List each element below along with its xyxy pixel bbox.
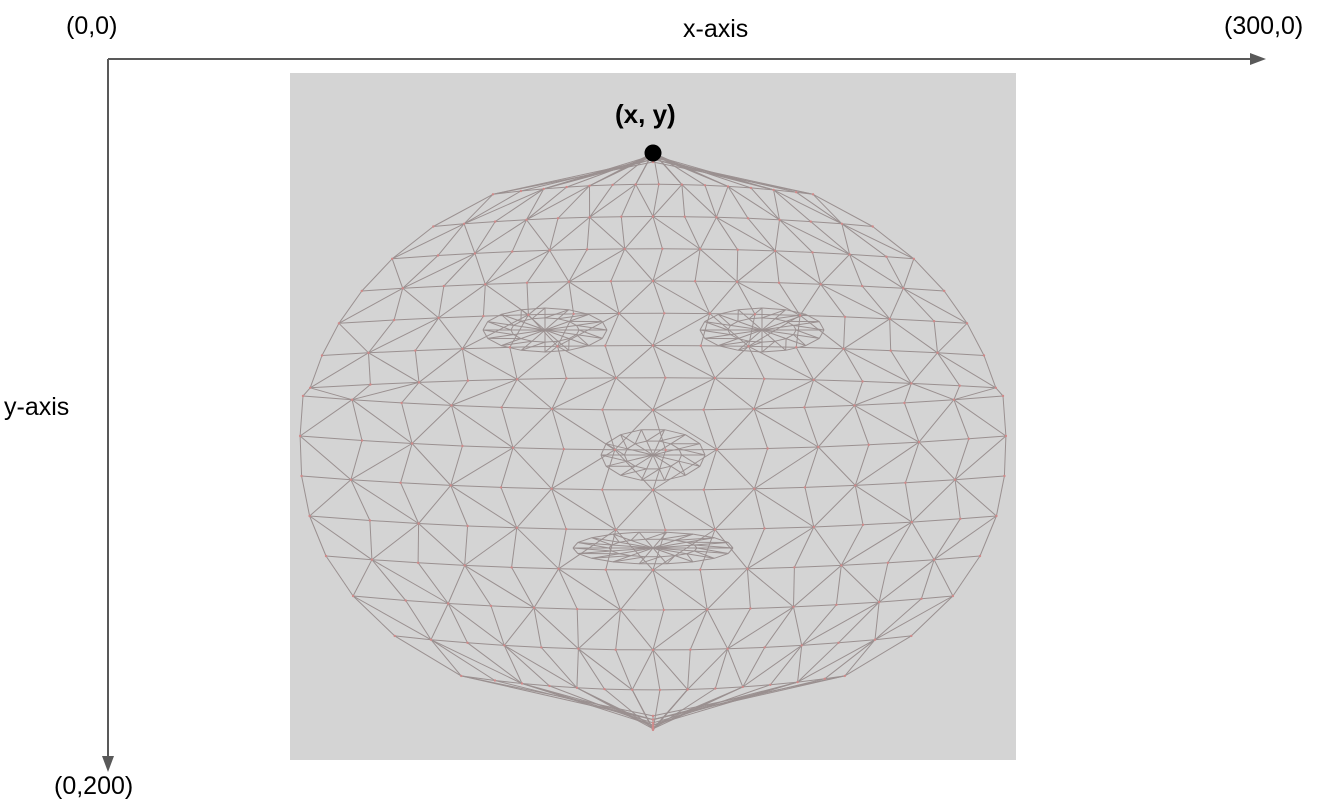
image-panel [290, 73, 1016, 760]
x-axis-label: x-axis [683, 15, 749, 43]
x-axis-end-label: (300,0) [1224, 12, 1304, 40]
x-axis-arrow-icon [1250, 53, 1266, 65]
y-axis-end-label: (0,200) [54, 772, 134, 800]
y-axis-label: y-axis [4, 393, 70, 421]
origin-label: (0,0) [66, 12, 118, 40]
face-mesh-vertices [298, 150, 1008, 732]
point-marker-icon [644, 144, 662, 162]
y-axis-arrow-icon [102, 756, 114, 772]
point-label: (x, y) [615, 99, 676, 129]
